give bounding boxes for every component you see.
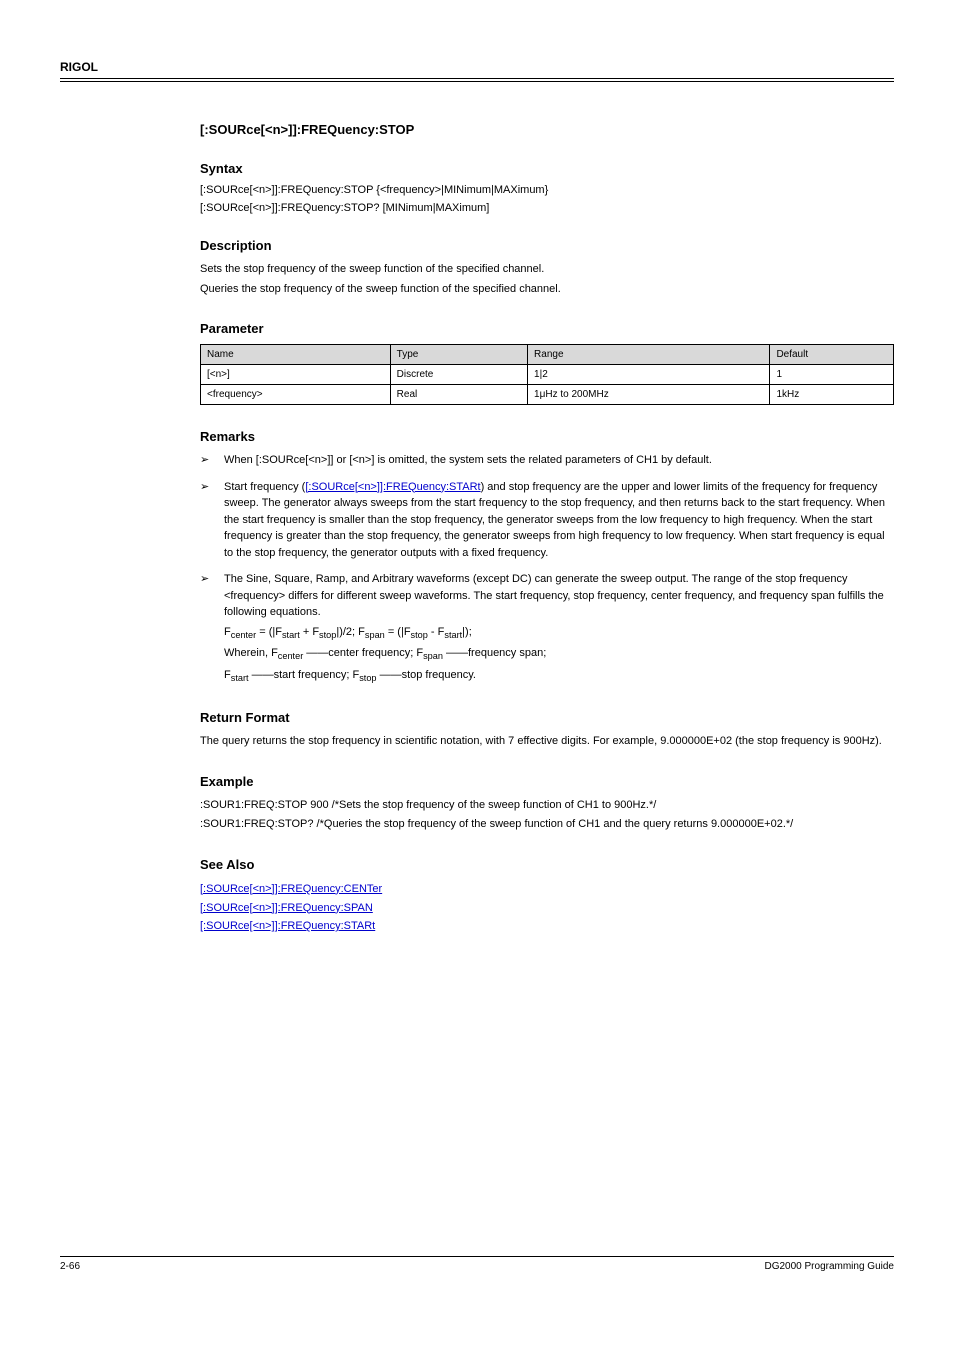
see-also-list: [:SOURce[<n>]]:FREQuency:CENTer [:SOURce… [200,880,894,936]
remark-text: When [:SOURce[<n>]] or [<n>] is omitted,… [224,454,712,466]
remark-text: Start frequency ( [224,481,305,493]
syntax-line-2: [:SOURce[<n>]]:FREQuency:STOP? [MINimum|… [200,202,894,214]
see-also-heading: See Also [200,857,894,872]
cell: Discrete [390,365,527,385]
cell: 1|2 [528,365,770,385]
return-format-heading: Return Format [200,710,894,725]
col-type: Type [390,345,527,365]
cell: Real [390,385,527,405]
cell: 1kHz [770,385,894,405]
parameter-heading: Parameter [200,321,894,336]
col-default: Default [770,345,894,365]
command-title: [:SOURce[<n>]]:FREQuency:STOP [200,122,894,137]
see-also-link[interactable]: [:SOURce[<n>]]:FREQuency:CENTer [200,883,382,895]
table-row: [<n>] Discrete 1|2 1 [201,365,894,385]
header-rule [60,81,894,82]
table-row: <frequency> Real 1μHz to 200MHz 1kHz [201,385,894,405]
equation-line: Fcenter = (|Fstart + Fstop|)/2; Fspan = … [224,624,894,643]
table-header-row: Name Type Range Default [201,345,894,365]
cell: 1μHz to 200MHz [528,385,770,405]
see-also-link[interactable]: [:SOURce[<n>]]:FREQuency:SPAN [200,902,373,914]
col-range: Range [528,345,770,365]
doc-title: DG2000 Programming Guide [764,1261,894,1272]
see-also-link[interactable]: [:SOURce[<n>]]:FREQuency:STARt [200,920,375,932]
cross-ref-link[interactable]: [:SOURce[<n>]]:FREQuency:STARt [305,481,480,493]
example-heading: Example [200,774,894,789]
remark-item: Start frequency ([:SOURce[<n>]]:FREQuenc… [200,479,894,562]
remarks-heading: Remarks [200,429,894,444]
legend-line: Fstart ——start frequency; Fstop ——stop f… [224,667,894,686]
brand-label: RIGOL [60,60,894,79]
page-number: 2-66 [60,1261,80,1272]
parameter-table: Name Type Range Default [<n>] Discrete 1… [200,344,894,405]
col-name: Name [201,345,391,365]
page-footer: 2-66 DG2000 Programming Guide [60,1256,894,1272]
cell: 1 [770,365,894,385]
example-line: :SOUR1:FREQ:STOP? /*Queries the stop fre… [200,816,894,833]
legend-line: Wherein, Fcenter ——center frequency; Fsp… [224,645,894,664]
remark-item: The Sine, Square, Ramp, and Arbitrary wa… [200,571,894,686]
cell: [<n>] [201,365,391,385]
remark-item: When [:SOURce[<n>]] or [<n>] is omitted,… [200,452,894,469]
return-format-text: The query returns the stop frequency in … [200,733,894,750]
example-line: :SOUR1:FREQ:STOP 900 /*Sets the stop fre… [200,797,894,814]
remarks-list: When [:SOURce[<n>]] or [<n>] is omitted,… [200,452,894,686]
description-text-2: Queries the stop frequency of the sweep … [200,281,894,298]
cell: <frequency> [201,385,391,405]
description-text-1: Sets the stop frequency of the sweep fun… [200,261,894,278]
description-heading: Description [200,238,894,253]
syntax-heading: Syntax [200,161,894,176]
remark-text: The Sine, Square, Ramp, and Arbitrary wa… [224,573,884,618]
syntax-line-1: [:SOURce[<n>]]:FREQuency:STOP {<frequenc… [200,184,894,196]
